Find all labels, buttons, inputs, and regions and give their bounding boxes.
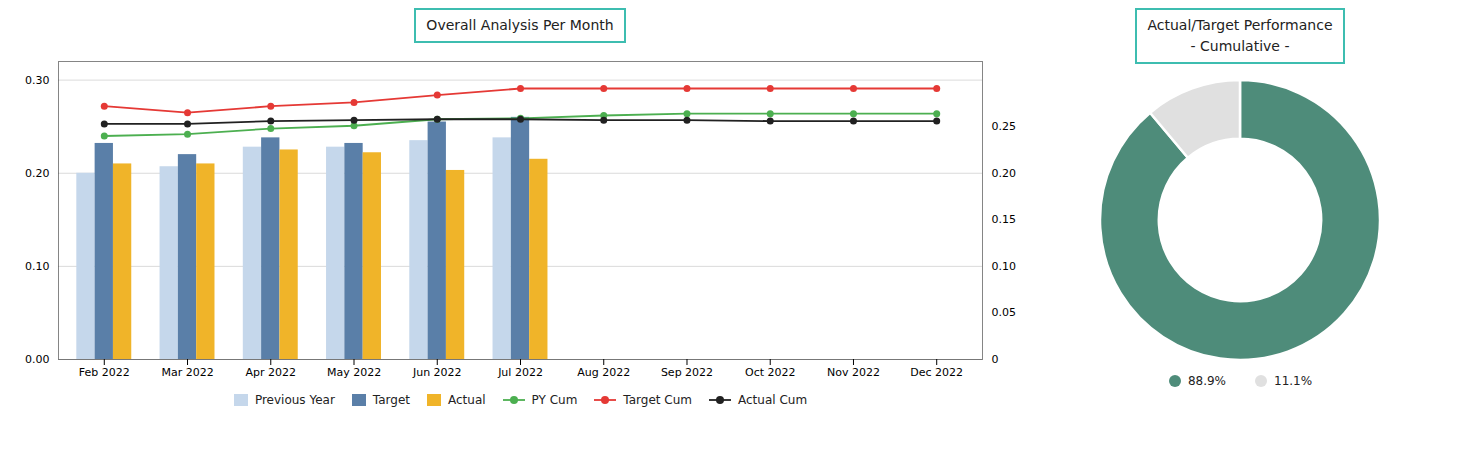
svg-text:0.25: 0.25 <box>992 120 1017 133</box>
html-text:Actual Cum: Actual Cum <box>738 393 808 407</box>
svg-text:Dec 2022: Dec 2022 <box>910 366 963 379</box>
svg-text:Oct 2022: Oct 2022 <box>745 366 796 379</box>
svg-text:Feb 2022: Feb 2022 <box>79 366 130 379</box>
html-text:Overall Analysis Per Month: Overall Analysis Per Month <box>426 17 614 33</box>
html-text:88.9%: 88.9% <box>1187 374 1226 388</box>
svg-text:0: 0 <box>992 353 999 366</box>
html-text:11.1%: 11.1% <box>1274 374 1313 388</box>
svg-text:0.20: 0.20 <box>992 167 1017 180</box>
html-text:Actual: Actual <box>448 393 486 407</box>
svg-text:0.20: 0.20 <box>25 167 50 180</box>
svg-text:0.15: 0.15 <box>992 213 1017 226</box>
html-text:PY Cum: PY Cum <box>531 393 578 407</box>
html-text:Target: Target <box>372 393 410 407</box>
svg-text:0.00: 0.00 <box>25 353 50 366</box>
html-text:Target Cum: Target Cum <box>623 393 692 407</box>
svg-text:0.30: 0.30 <box>25 74 50 87</box>
svg-text:Jul 2022: Jul 2022 <box>497 366 543 379</box>
html-text:Previous Year: Previous Year <box>254 393 335 407</box>
svg-text:Mar 2022: Mar 2022 <box>161 366 213 379</box>
svg-text:May 2022: May 2022 <box>327 366 381 379</box>
svg-text:Jun 2022: Jun 2022 <box>412 366 462 379</box>
svg-text:0.10: 0.10 <box>992 260 1017 273</box>
html-text:Actual/Target Performance - Cu: Actual/Target Performance - Cumulative - <box>1147 17 1333 54</box>
svg-text:Sep 2022: Sep 2022 <box>661 366 713 379</box>
svg-text:Aug 2022: Aug 2022 <box>577 366 630 379</box>
svg-text:0.10: 0.10 <box>25 260 50 273</box>
svg-text:Nov 2022: Nov 2022 <box>827 366 880 379</box>
svg-text:0.05: 0.05 <box>992 306 1017 319</box>
svg-text:Apr 2022: Apr 2022 <box>246 366 297 379</box>
